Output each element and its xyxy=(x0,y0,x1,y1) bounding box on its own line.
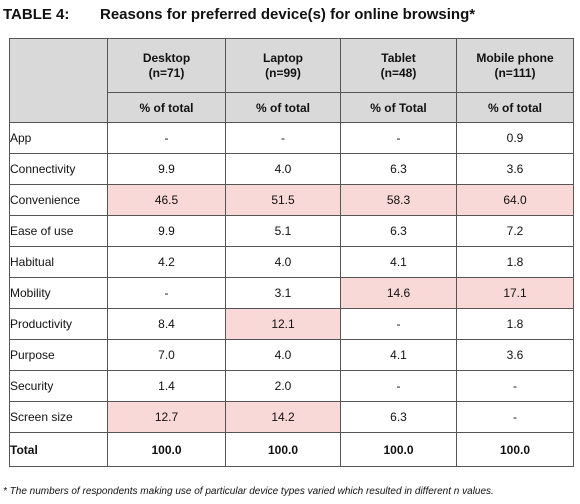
unit-header-desktop: % of total xyxy=(107,92,226,123)
total-cell: 100.0 xyxy=(225,432,341,467)
table-row: Mobility -3.1 14.6 17.1 xyxy=(9,277,574,309)
value-cell: 12.7 xyxy=(107,401,226,433)
header-corner-cell xyxy=(9,38,108,123)
total-cell: 100.0 xyxy=(456,432,574,467)
value-cell: 51.5 xyxy=(225,184,341,216)
value-cell: - xyxy=(456,401,574,433)
unit-header-tablet: % of Total xyxy=(340,92,457,123)
total-row: Total 100.0 100.0 100.0 100.0 xyxy=(9,432,574,467)
value-cell: - xyxy=(340,308,457,340)
table-footnote: * The numbers of respondents making use … xyxy=(3,486,494,497)
table-row: Ease of use 9.9 5.1 6.3 7.2 xyxy=(9,215,574,247)
table-row: Convenience 46.5 51.5 58.3 64.0 xyxy=(9,184,574,216)
row-label: Mobility xyxy=(9,277,108,309)
value-cell: 17.1 xyxy=(456,277,574,309)
value-cell: 4.0 xyxy=(225,153,341,185)
unit-header-laptop: % of total xyxy=(225,92,341,123)
unit-header-mobile-phone: % of total xyxy=(456,92,574,123)
table-body: App - - -0.9 Connectivity 9.9 4.0 6.3 3.6 Conveni… xyxy=(9,122,574,467)
value-cell: 3.1 xyxy=(225,277,341,309)
value-cell: 14.2 xyxy=(225,401,341,433)
row-label: Convenience xyxy=(9,184,108,216)
table-number: TABLE 4: xyxy=(3,6,70,23)
table-title: TABLE 4: Reasons for preferred device(s)… xyxy=(0,0,580,30)
row-label: Screen size xyxy=(9,401,108,433)
total-cell: 100.0 xyxy=(107,432,226,467)
row-label: App xyxy=(9,122,108,154)
row-label: Security xyxy=(9,370,108,402)
value-cell: - xyxy=(456,370,574,402)
value-cell: 7.2 xyxy=(456,215,574,247)
table-row: Security 1.4 2.0- - xyxy=(9,370,574,402)
row-label: Ease of use xyxy=(9,215,108,247)
value-cell: 2.0 xyxy=(225,370,341,402)
table-title-text: Reasons for preferred device(s) for onli… xyxy=(100,6,476,23)
table-row: Productivity 8.4 12.1-1.8 xyxy=(9,308,574,340)
table-row: Connectivity 9.9 4.0 6.3 3.6 xyxy=(9,153,574,185)
value-cell: 4.0 xyxy=(225,339,341,371)
row-label: Connectivity xyxy=(9,153,108,185)
row-label: Productivity xyxy=(9,308,108,340)
column-header-tablet: Tablet (n=48) xyxy=(340,38,457,93)
value-cell: 9.9 xyxy=(107,153,226,185)
value-cell: 12.1 xyxy=(225,308,341,340)
total-cell: 100.0 xyxy=(340,432,457,467)
value-cell: 4.1 xyxy=(340,339,457,371)
table-row: App - - -0.9 xyxy=(9,122,574,154)
header-row-units: % of total % of total % of Total % of to… xyxy=(10,92,574,123)
value-cell: 4.2 xyxy=(107,246,226,278)
value-cell: 6.3 xyxy=(340,215,457,247)
value-cell: 14.6 xyxy=(340,277,457,309)
table-row: Habitual 4.2 4.0 4.1 1.8 xyxy=(9,246,574,278)
value-cell: 8.4 xyxy=(107,308,226,340)
value-cell: - xyxy=(225,122,341,154)
value-cell: 64.0 xyxy=(456,184,574,216)
row-label: Purpose xyxy=(9,339,108,371)
value-cell: 5.1 xyxy=(225,215,341,247)
table-row: Purpose 7.0 4.0 4.1 3.6 xyxy=(9,339,574,371)
header-row-devices: Desktop (n=71) Laptop (n=99) Tablet (n=48) … xyxy=(9,38,574,123)
value-cell: 3.6 xyxy=(456,153,574,185)
value-cell: 58.3 xyxy=(340,184,457,216)
value-cell: 1.4 xyxy=(107,370,226,402)
column-header-laptop: Laptop (n=99) xyxy=(225,38,341,93)
value-cell: 6.3 xyxy=(340,401,457,433)
value-cell: 9.9 xyxy=(107,215,226,247)
value-cell: 3.6 xyxy=(456,339,574,371)
value-cell: - xyxy=(340,122,457,154)
value-cell: - xyxy=(340,370,457,402)
value-cell: 6.3 xyxy=(340,153,457,185)
value-cell: 46.5 xyxy=(107,184,226,216)
value-cell: 4.0 xyxy=(225,246,341,278)
value-cell: - xyxy=(107,122,226,154)
value-cell: 7.0 xyxy=(107,339,226,371)
row-label: Habitual xyxy=(9,246,108,278)
total-label: Total xyxy=(9,432,108,467)
value-cell: 1.8 xyxy=(456,246,574,278)
value-cell: 1.8 xyxy=(456,308,574,340)
value-cell: 4.1 xyxy=(340,246,457,278)
column-header-desktop: Desktop (n=71) xyxy=(107,38,226,93)
column-header-mobile-phone: Mobile phone (n=111) xyxy=(456,38,574,93)
value-cell: - xyxy=(107,277,226,309)
table-row: Screen size 12.7 14.2 6.3- xyxy=(9,401,574,433)
data-table: Desktop (n=71) Laptop (n=99) Tablet (n=48) … xyxy=(9,38,574,467)
value-cell: 0.9 xyxy=(456,122,574,154)
